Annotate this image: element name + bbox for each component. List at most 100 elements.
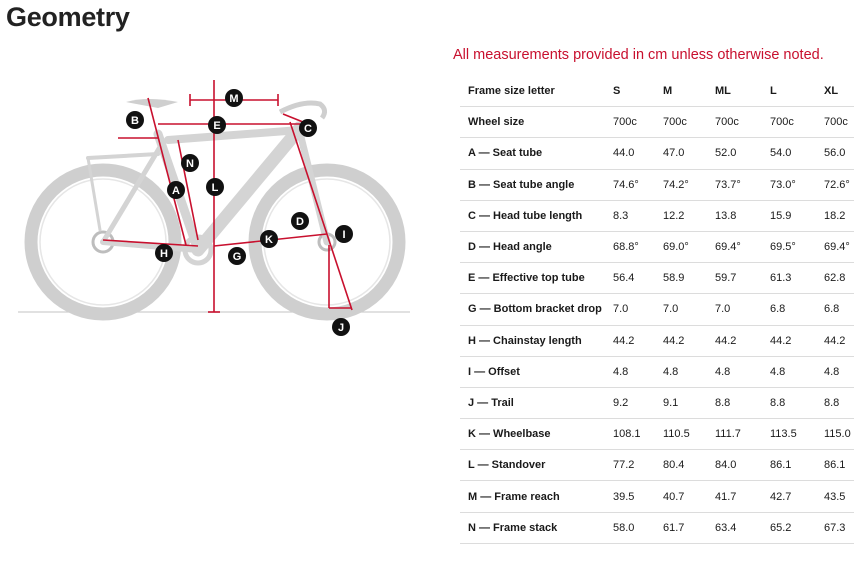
- cell: 62.8: [816, 262, 854, 295]
- cell: 86.1: [762, 449, 816, 482]
- cell: 39.5: [605, 480, 655, 513]
- row-label: C — Head tube length: [460, 200, 605, 232]
- header-size-l: L: [762, 76, 816, 108]
- marker-e: E: [208, 116, 226, 134]
- cell: 7.0: [605, 293, 655, 326]
- saddle: [126, 99, 178, 108]
- cell: 18.2: [816, 200, 854, 232]
- row-label: N — Frame stack: [460, 512, 605, 544]
- header-size-m: M: [655, 76, 707, 108]
- measurement-note: All measurements provided in cm unless o…: [453, 47, 824, 63]
- table-row: I — Offset 4.8 4.8 4.8 4.8 4.8: [460, 356, 854, 388]
- row-label: B — Seat tube angle: [460, 169, 605, 201]
- svg-text:A: A: [172, 185, 180, 197]
- cell: 86.1: [816, 449, 854, 482]
- cell: 58.0: [605, 512, 655, 544]
- svg-text:I: I: [342, 229, 345, 241]
- cell: 58.9: [655, 262, 707, 295]
- cell: 54.0: [762, 137, 816, 170]
- cell: 6.8: [816, 293, 854, 326]
- table-row: G — Bottom bracket drop 7.0 7.0 7.0 6.8 6.8: [460, 293, 854, 326]
- cell: 8.8: [707, 387, 762, 420]
- header-size-s: S: [605, 76, 655, 108]
- cell: 63.4: [707, 512, 762, 544]
- cell: 113.5: [762, 418, 816, 451]
- cell: 4.8: [762, 356, 816, 388]
- header-size-xl: XL: [816, 76, 854, 108]
- cell: 40.7: [655, 480, 707, 513]
- row-label: I — Offset: [460, 356, 605, 388]
- cell: 700c: [762, 106, 816, 139]
- marker-c: C: [299, 119, 317, 137]
- svg-text:K: K: [265, 234, 273, 246]
- cell: 73.7°: [707, 169, 762, 201]
- row-label: K — Wheelbase: [460, 418, 605, 451]
- cell: 8.3: [605, 200, 655, 232]
- cell: 73.0°: [762, 169, 816, 201]
- marker-l: L: [206, 178, 224, 196]
- cell: 59.7: [707, 262, 762, 295]
- row-label: H — Chainstay length: [460, 325, 605, 357]
- marker-n: N: [181, 154, 199, 172]
- table-row: D — Head angle 68.8° 69.0° 69.4° 69.5° 69.4°: [460, 231, 854, 264]
- cell: 15.9: [762, 200, 816, 232]
- bike-geometry-diagram: A B C D E G H I J K L M N: [18, 80, 410, 336]
- svg-text:G: G: [233, 251, 242, 263]
- row-label: E — Effective top tube: [460, 262, 605, 295]
- bike-frame: [86, 121, 331, 266]
- cell: 4.8: [816, 356, 854, 388]
- cell: 44.2: [605, 325, 655, 357]
- marker-g: G: [228, 247, 246, 265]
- cell: 7.0: [707, 293, 762, 326]
- marker-d: D: [291, 212, 309, 230]
- cell: 4.8: [605, 356, 655, 388]
- cell: 56.0: [816, 137, 854, 170]
- svg-text:N: N: [186, 158, 194, 170]
- table-row: B — Seat tube angle 74.6° 74.2° 73.7° 73.0° 7…: [460, 169, 854, 201]
- table-row: H — Chainstay length 44.2 44.2 44.2 44.2 44.2: [460, 325, 854, 357]
- row-label: A — Seat tube: [460, 137, 605, 170]
- marker-j: J: [332, 318, 350, 336]
- cell: 65.2: [762, 512, 816, 544]
- table-row: M — Frame reach 39.5 40.7 41.7 42.7 43.5: [460, 480, 854, 513]
- marker-b: B: [126, 111, 144, 129]
- table-row: E — Effective top tube 56.4 58.9 59.7 61.3 62…: [460, 262, 854, 295]
- row-label: D — Head angle: [460, 231, 605, 264]
- cell: 74.6°: [605, 169, 655, 201]
- cell: 61.3: [762, 262, 816, 295]
- cell: 68.8°: [605, 231, 655, 264]
- cell: 74.2°: [655, 169, 707, 201]
- svg-text:D: D: [296, 216, 304, 228]
- cell: 72.6°: [816, 169, 854, 201]
- cell: 44.0: [605, 137, 655, 170]
- cell: 700c: [605, 106, 655, 139]
- cell: 69.5°: [762, 231, 816, 264]
- svg-text:M: M: [229, 93, 238, 105]
- row-label: L — Standover: [460, 449, 605, 482]
- table-row: A — Seat tube 44.0 47.0 52.0 54.0 56.0: [460, 137, 854, 170]
- cell: 4.8: [655, 356, 707, 388]
- cell: 84.0: [707, 449, 762, 482]
- table-row: K — Wheelbase 108.1 110.5 111.7 113.5 115.0: [460, 418, 854, 451]
- cell: 4.8: [707, 356, 762, 388]
- cell: 115.0: [816, 418, 854, 451]
- marker-i: I: [335, 225, 353, 243]
- handlebar: [278, 100, 328, 120]
- row-label: M — Frame reach: [460, 480, 605, 513]
- cell: 8.8: [816, 387, 854, 420]
- cell: 80.4: [655, 449, 707, 482]
- cell: 69.4°: [707, 231, 762, 264]
- table-row: J — Trail 9.2 9.1 8.8 8.8 8.8: [460, 387, 854, 420]
- cell: 12.2: [655, 200, 707, 232]
- cell: 700c: [707, 106, 762, 139]
- cell: 56.4: [605, 262, 655, 295]
- cell: 61.7: [655, 512, 707, 544]
- svg-text:B: B: [131, 115, 139, 127]
- table-row: Wheel size 700c 700c 700c 700c 700c: [460, 106, 854, 139]
- cell: 77.2: [605, 449, 655, 482]
- geometry-table: Frame size letter S M ML L XL Wheel size…: [460, 76, 854, 544]
- svg-text:C: C: [304, 123, 312, 135]
- table-row: N — Frame stack 58.0 61.7 63.4 65.2 67.3: [460, 512, 854, 544]
- marker-m: M: [225, 89, 243, 107]
- cell: 43.5: [816, 480, 854, 513]
